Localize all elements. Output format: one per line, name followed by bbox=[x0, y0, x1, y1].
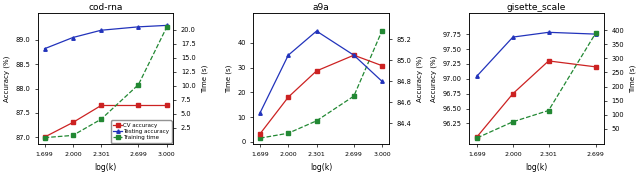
Y-axis label: Accuracy (%): Accuracy (%) bbox=[3, 56, 10, 102]
Legend: CV accuracy, Testing accuracy, Training time: CV accuracy, Testing accuracy, Training … bbox=[111, 120, 172, 143]
X-axis label: log(k): log(k) bbox=[525, 163, 548, 172]
Title: a9a: a9a bbox=[313, 4, 330, 12]
X-axis label: log(k): log(k) bbox=[310, 163, 332, 172]
Y-axis label: Time (s): Time (s) bbox=[202, 65, 208, 93]
X-axis label: log(k): log(k) bbox=[95, 163, 116, 172]
Title: cod-rna: cod-rna bbox=[88, 4, 123, 12]
Y-axis label: Time (s): Time (s) bbox=[630, 65, 637, 93]
Y-axis label: Accuracy (%): Accuracy (%) bbox=[417, 56, 423, 102]
Y-axis label: Time (s): Time (s) bbox=[225, 65, 232, 93]
Y-axis label: Accuracy (%): Accuracy (%) bbox=[430, 56, 436, 102]
Title: gisette_scale: gisette_scale bbox=[507, 4, 566, 12]
